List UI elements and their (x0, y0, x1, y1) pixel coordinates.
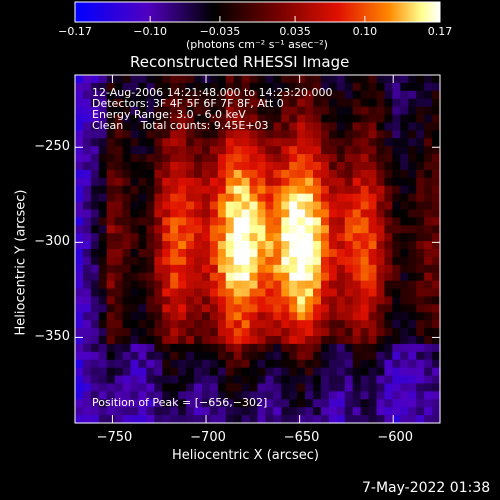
peak-position-label: Position of Peak = [−656,−302] (92, 396, 268, 409)
x-tick-label: −600 (377, 430, 414, 445)
annotation-energy: Energy Range: 3.0 - 6.0 keV (92, 108, 246, 121)
heatmap-image (75, 75, 441, 424)
colorbar-tick-label: 0.10 (352, 25, 378, 38)
annotation-clean: Clean Total counts: 9.45E+03 (92, 119, 269, 132)
y-tick-label: −300 (34, 234, 70, 250)
x-tick-label: −650 (283, 430, 320, 445)
y-axis-ticks (75, 146, 440, 338)
colorbar-tick-label: 0.17 (427, 25, 453, 38)
x-axis-ticks (111, 75, 394, 423)
x-tick-label: −700 (190, 430, 226, 445)
annotation-time-range: 12-Aug-2006 14:21:48.000 to 14:23:20.000 (92, 86, 333, 99)
chart-title: Reconstructed RHESSI Image (130, 53, 350, 71)
colorbar-unit-label: (photons cm⁻² s⁻¹ asec⁻²) (186, 38, 328, 51)
x-tick-label: −750 (96, 430, 133, 445)
colorbar-ticks (74, 16, 441, 22)
timestamp: 7-May-2022 01:38 (362, 480, 491, 496)
plot-frame (74, 74, 441, 424)
y-tick-label: −250 (34, 139, 70, 155)
colorbar-tick-label: 0.035 (279, 25, 311, 38)
colorbar-tick-label: −0.17 (58, 25, 92, 38)
y-axis-label: Heliocentric Y (arcsec) (13, 189, 29, 336)
x-axis-label: Heliocentric X (arcsec) (172, 448, 319, 463)
y-tick-label: −350 (34, 329, 70, 345)
annotation-detectors: Detectors: 3F 4F 5F 6F 7F 8F, Att 0 (92, 97, 284, 110)
colorbar-tick-label: −0.10 (133, 25, 167, 38)
colorbar-tick-label: −0.035 (199, 25, 241, 38)
colorbar (74, 1, 441, 23)
